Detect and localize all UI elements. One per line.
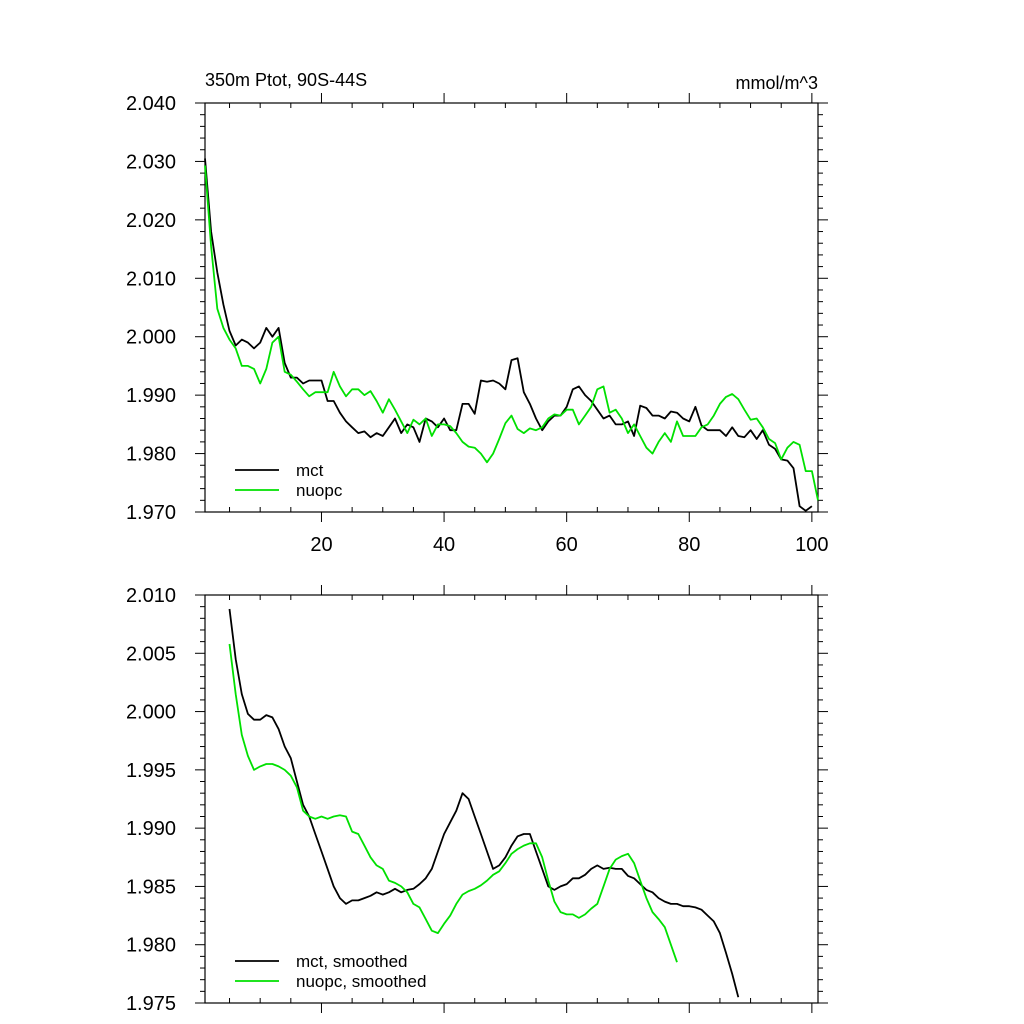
y-tick-label: 2.020: [126, 210, 176, 232]
plot-frame: [204, 102, 819, 513]
series-line-nuopc: [204, 165, 819, 501]
series-line-mct: [204, 158, 813, 512]
y-tick-label: 1.980: [126, 444, 176, 466]
bottom-panel: 1.975 1.980 1.985 1.990 1.995 2.000 2.005 2.010…: [126, 585, 828, 1015]
y-tick-label: 1.975: [126, 993, 176, 1015]
units-label: mmol/m^3: [736, 73, 818, 93]
legend-label: nuopc, smoothed: [296, 972, 426, 991]
y-tick-label: 2.005: [126, 643, 176, 665]
y-tick-label: 1.990: [126, 818, 176, 840]
y-tick-label: 1.970: [126, 502, 176, 524]
x-tick-label: 20: [310, 534, 332, 556]
x-tick-label: 80: [678, 534, 700, 556]
y-tick-label: 1.980: [126, 935, 176, 957]
series-line-mct-smoothed: [228, 608, 740, 998]
x-tick-label: 60: [556, 534, 578, 556]
y-tick-label: 2.040: [126, 93, 176, 115]
legend-label: nuopc: [296, 481, 343, 500]
chart-title: 350m Ptot, 90S-44S: [205, 70, 367, 90]
y-tick-label: 1.995: [126, 760, 176, 782]
y-tick-label: 1.990: [126, 385, 176, 407]
x-tick-label: 100: [795, 534, 828, 556]
y-tick-label: 2.030: [126, 151, 176, 173]
top-panel: 20 40 60 80 100 1.970 1.980 1.990 2.000 2.010 2.02…: [126, 70, 829, 556]
x-tick-label: 40: [433, 534, 455, 556]
y-tick-label: 1.985: [126, 876, 176, 898]
legend-label: mct, smoothed: [296, 952, 408, 971]
legend-label: mct: [296, 461, 324, 480]
series-line-nuopc-smoothed: [228, 643, 678, 963]
plot-frame: [204, 594, 819, 1004]
y-tick-label: 2.010: [126, 268, 176, 290]
y-tick-label: 2.000: [126, 327, 176, 349]
y-tick-label: 2.010: [126, 585, 176, 607]
y-tick-label: 2.000: [126, 702, 176, 724]
